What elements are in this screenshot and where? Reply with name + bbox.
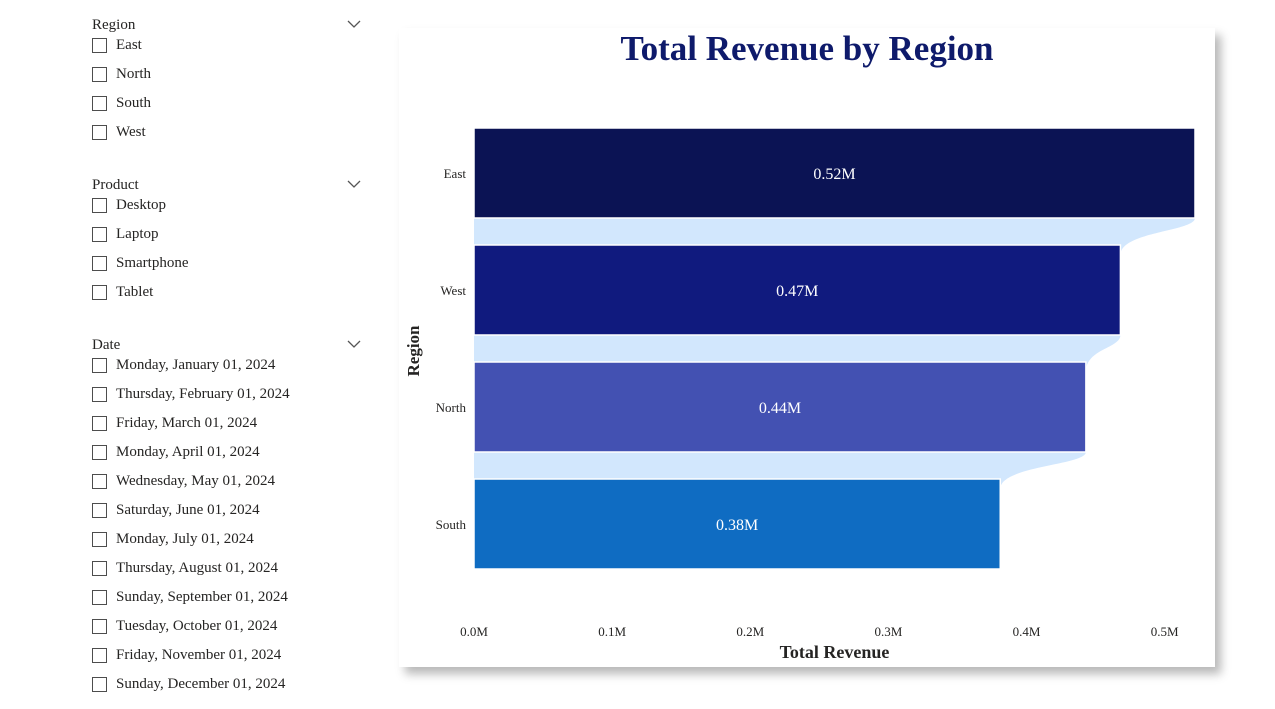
product-slicer: Product Desktop Laptop Smartphone Tablet <box>92 176 372 314</box>
checkbox-icon[interactable] <box>92 474 107 489</box>
slicer-item[interactable]: West <box>92 124 372 154</box>
region-slicer-header[interactable]: Region <box>92 16 372 38</box>
region-slicer: Region East North South West <box>92 16 372 154</box>
checkbox-icon[interactable] <box>92 648 107 663</box>
checkbox-icon[interactable] <box>92 125 107 140</box>
checkbox-icon[interactable] <box>92 677 107 692</box>
data-label: 0.38M <box>716 517 758 534</box>
slicer-item-label: Thursday, February 01, 2024 <box>116 386 290 402</box>
slicer-item-label: Monday, April 01, 2024 <box>116 444 260 460</box>
slicer-item[interactable]: Smartphone <box>92 255 372 285</box>
checkbox-icon[interactable] <box>92 96 107 111</box>
slicer-item-label: Wednesday, May 01, 2024 <box>116 473 276 489</box>
checkbox-icon[interactable] <box>92 67 107 82</box>
revenue-bar-chart: 0.52M East 0.47M West 0.44M North 0.38M South 0.… <box>404 127 1196 662</box>
slicer-item-label: Sunday, September 01, 2024 <box>116 589 288 605</box>
slicer-item-label: West <box>116 124 146 140</box>
category-label: North <box>436 400 467 415</box>
slicer-item[interactable]: Thursday, August 01, 2024 <box>92 560 372 590</box>
slicer-item-label: Monday, January 01, 2024 <box>116 357 276 373</box>
date-slicer: Date Monday, January 01, 2024 Thursday, F… <box>92 336 372 706</box>
checkbox-icon[interactable] <box>92 590 107 605</box>
data-label: 0.47M <box>776 283 818 300</box>
bar-east <box>473 127 1196 219</box>
slicer-item-label: Monday, July 01, 2024 <box>116 531 254 547</box>
slicer-item[interactable]: Monday, April 01, 2024 <box>92 444 372 474</box>
product-slicer-header[interactable]: Product <box>92 176 372 198</box>
slicer-item[interactable]: Friday, March 01, 2024 <box>92 415 372 445</box>
checkbox-icon[interactable] <box>92 619 107 634</box>
x-tick-label: 0.3M <box>874 624 902 639</box>
checkbox-icon[interactable] <box>92 38 107 53</box>
slicer-item[interactable]: Monday, July 01, 2024 <box>92 531 372 561</box>
slicer-item-label: Desktop <box>116 197 166 213</box>
category-label: East <box>444 166 467 181</box>
slicer-item-label: Smartphone <box>116 255 189 271</box>
x-tick-label: 0.5M <box>1151 624 1179 639</box>
chevron-down-icon[interactable] <box>346 178 362 190</box>
slicer-item-label: Saturday, June 01, 2024 <box>116 502 260 518</box>
bar-west <box>473 244 1122 336</box>
slicer-item-label: Tablet <box>116 284 154 300</box>
slicer-item-label: Thursday, August 01, 2024 <box>116 560 278 576</box>
slicer-item-label: Friday, November 01, 2024 <box>116 647 282 663</box>
slicer-item-label: Tuesday, October 01, 2024 <box>116 618 278 634</box>
checkbox-icon[interactable] <box>92 532 107 547</box>
y-axis-title: Region <box>404 325 423 377</box>
slicer-item-label: Laptop <box>116 226 159 242</box>
slicer-item-label: Sunday, December 01, 2024 <box>116 676 286 692</box>
data-label: 0.44M <box>759 400 801 417</box>
slicer-item-label: East <box>116 37 142 53</box>
slicer-item[interactable]: Saturday, June 01, 2024 <box>92 502 372 532</box>
checkbox-icon[interactable] <box>92 387 107 402</box>
slicer-item[interactable]: Sunday, September 01, 2024 <box>92 589 372 619</box>
x-tick-label: 0.1M <box>598 624 626 639</box>
slicer-item[interactable]: Tuesday, October 01, 2024 <box>92 618 372 648</box>
slicer-item[interactable]: Monday, January 01, 2024 <box>92 357 372 387</box>
x-tick-label: 0.2M <box>736 624 764 639</box>
checkbox-icon[interactable] <box>92 561 107 576</box>
checkbox-icon[interactable] <box>92 285 107 300</box>
data-label: 0.52M <box>813 166 855 183</box>
checkbox-icon[interactable] <box>92 445 107 460</box>
date-slicer-header[interactable]: Date <box>92 336 372 358</box>
checkbox-icon[interactable] <box>92 198 107 213</box>
x-axis-title: Total Revenue <box>780 642 890 662</box>
bar-north <box>473 361 1087 453</box>
date-slicer-title: Date <box>92 337 121 353</box>
x-tick-label: 0.4M <box>1013 624 1041 639</box>
category-label: West <box>440 283 466 298</box>
slicer-item[interactable]: Wednesday, May 01, 2024 <box>92 473 372 503</box>
slicer-item[interactable]: East <box>92 37 372 67</box>
chart-title: Total Revenue by Region <box>620 29 994 68</box>
x-tick-label: 0.0M <box>460 624 488 639</box>
category-label: South <box>436 517 467 532</box>
slicer-item[interactable]: Thursday, February 01, 2024 <box>92 386 372 416</box>
checkbox-icon[interactable] <box>92 503 107 518</box>
chevron-down-icon[interactable] <box>346 18 362 30</box>
product-slicer-title: Product <box>92 177 139 193</box>
checkbox-icon[interactable] <box>92 256 107 271</box>
bar-south <box>473 478 1001 570</box>
slicer-item[interactable]: South <box>92 95 372 125</box>
region-slicer-title: Region <box>92 17 136 33</box>
checkbox-icon[interactable] <box>92 358 107 373</box>
checkbox-icon[interactable] <box>92 416 107 431</box>
slicer-item-label: South <box>116 95 152 111</box>
slicer-item[interactable]: North <box>92 66 372 96</box>
slicer-item[interactable]: Friday, November 01, 2024 <box>92 647 372 677</box>
checkbox-icon[interactable] <box>92 227 107 242</box>
slicer-item-label: Friday, March 01, 2024 <box>116 415 258 431</box>
slicer-item[interactable]: Tablet <box>92 284 372 314</box>
chevron-down-icon[interactable] <box>346 338 362 350</box>
slicer-item[interactable]: Laptop <box>92 226 372 256</box>
revenue-chart-card[interactable]: Total Revenue by Region 0.52M East 0.47M We… <box>399 28 1215 667</box>
slicer-item[interactable]: Sunday, December 01, 2024 <box>92 676 372 706</box>
slicer-item-label: North <box>116 66 151 82</box>
slicer-item[interactable]: Desktop <box>92 197 372 227</box>
